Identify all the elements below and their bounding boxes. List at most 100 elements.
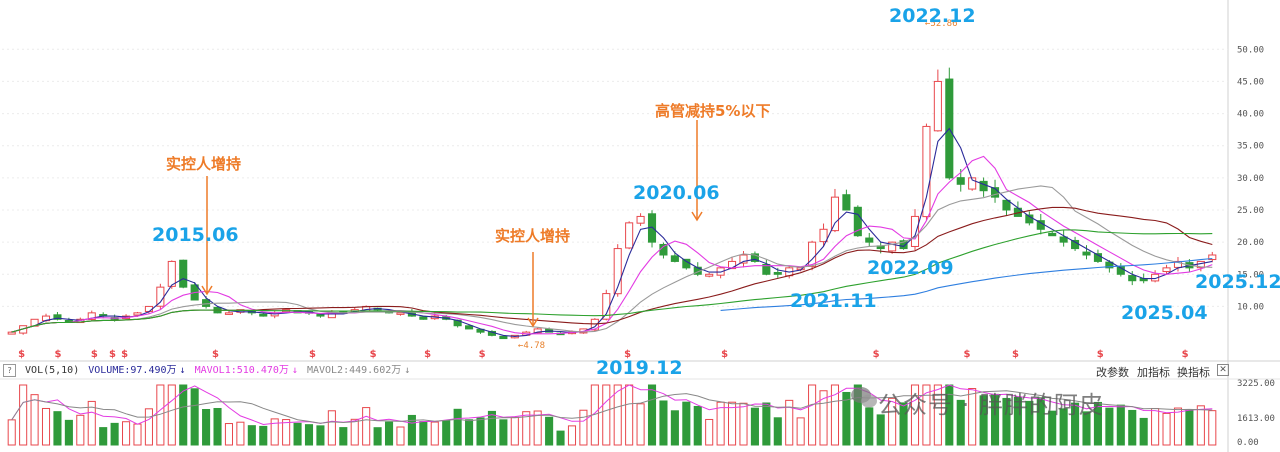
dividend-marker: $ bbox=[18, 349, 25, 360]
candle-body bbox=[396, 312, 405, 315]
volume-bar bbox=[1151, 407, 1160, 446]
arrow-head-icon bbox=[201, 285, 213, 296]
volume-bar bbox=[1082, 411, 1091, 446]
volume-bar bbox=[487, 410, 496, 446]
candle-body bbox=[465, 325, 474, 330]
candle-body bbox=[53, 314, 62, 320]
volume-bar bbox=[796, 417, 805, 446]
candle-body bbox=[87, 312, 96, 320]
volume-bar bbox=[7, 419, 16, 446]
volume-bar bbox=[522, 411, 531, 446]
switch-indicator-button[interactable]: 换指标 bbox=[1177, 366, 1210, 379]
candle-body bbox=[670, 255, 679, 262]
dividend-marker: $ bbox=[91, 349, 98, 360]
candle-body bbox=[968, 177, 977, 190]
volume-bar bbox=[739, 402, 748, 446]
price-tick-label: 35.00 bbox=[1237, 142, 1264, 152]
volume-bar bbox=[419, 421, 428, 446]
volume-bar bbox=[1173, 407, 1183, 446]
volume-bar bbox=[362, 407, 371, 446]
volume-bar bbox=[750, 407, 759, 446]
volume-bar bbox=[979, 395, 988, 446]
annotation-2025-12: 2025.12 bbox=[1195, 271, 1280, 293]
dividend-marker: $ bbox=[370, 349, 377, 360]
volume-bar bbox=[842, 391, 851, 446]
volume-bar bbox=[1208, 410, 1217, 446]
candle-body bbox=[830, 196, 840, 232]
candle-body bbox=[1105, 261, 1114, 269]
volume-bar bbox=[716, 401, 725, 446]
candle-body bbox=[7, 331, 16, 335]
candle-body bbox=[1082, 251, 1091, 256]
volume-bar bbox=[922, 384, 931, 446]
annotation-2025-04: 2025.04 bbox=[1121, 302, 1208, 324]
dividend-marker: $ bbox=[109, 349, 116, 360]
volume-value: VOLUME:97.490万 bbox=[88, 365, 177, 376]
volume-bar bbox=[785, 399, 794, 446]
candle-body bbox=[144, 305, 153, 312]
close-icon[interactable]: ✕ bbox=[1217, 364, 1229, 376]
volume-bar bbox=[407, 414, 416, 446]
mavol1-value: MAVOL1:510.470万 bbox=[194, 365, 289, 376]
modify-params-button[interactable]: 改参数 bbox=[1096, 366, 1129, 379]
volume-bar bbox=[1185, 409, 1194, 446]
volume-bar bbox=[167, 384, 176, 446]
candle-body bbox=[1002, 199, 1011, 211]
volume-bar bbox=[259, 425, 268, 446]
volume-bar bbox=[510, 416, 519, 446]
candle-body bbox=[933, 80, 942, 132]
candle-body bbox=[819, 228, 828, 243]
candle-body bbox=[202, 299, 211, 307]
volume-bar bbox=[876, 414, 885, 446]
volume-bar bbox=[1013, 396, 1022, 446]
ma10-line bbox=[11, 155, 1213, 335]
volume-bar bbox=[1036, 397, 1045, 446]
annotation-2015-06: 2015.06 bbox=[152, 224, 239, 246]
annotation-2021-11: 2021.11 bbox=[790, 290, 877, 312]
annotation-2019-12: 2019.12 bbox=[596, 357, 683, 379]
volume-bar bbox=[533, 410, 542, 446]
volume-bar bbox=[144, 408, 153, 446]
volume-bar bbox=[647, 384, 657, 446]
volume-bar bbox=[728, 401, 737, 446]
volume-bar bbox=[110, 422, 119, 446]
candle-body bbox=[705, 273, 714, 277]
volume-bar bbox=[339, 427, 348, 446]
volume-bar bbox=[304, 424, 314, 446]
volume-bar bbox=[1059, 408, 1068, 446]
arrow-head-icon bbox=[527, 317, 539, 328]
volume-bar bbox=[41, 407, 51, 446]
volume-bar bbox=[19, 384, 28, 446]
candle-body bbox=[888, 241, 897, 252]
volume-bar bbox=[625, 384, 634, 446]
candle-body bbox=[167, 260, 176, 287]
candle-body bbox=[156, 286, 165, 307]
volume-bar bbox=[453, 408, 462, 446]
mavol2-value: MAVOL2:449.602万 bbox=[306, 365, 402, 376]
candle-body bbox=[224, 312, 234, 315]
annotation-holder-increase-1: 实控人增持 bbox=[166, 155, 242, 173]
volume-bar bbox=[53, 411, 62, 446]
candle-body bbox=[1162, 267, 1171, 273]
volume-bar bbox=[705, 418, 714, 446]
candle-body bbox=[1048, 232, 1057, 237]
volume-bar bbox=[773, 417, 782, 446]
candle-body bbox=[922, 125, 931, 218]
dividend-marker: $ bbox=[54, 349, 61, 360]
dividend-marker: $ bbox=[624, 349, 631, 360]
candle-body bbox=[1128, 275, 1137, 282]
candle-body bbox=[259, 313, 268, 317]
volume-bar bbox=[202, 409, 211, 446]
volume-bar bbox=[247, 425, 256, 446]
candle-body bbox=[682, 258, 691, 269]
volume-bar bbox=[888, 397, 897, 446]
add-indicator-button[interactable]: 加指标 bbox=[1137, 366, 1170, 379]
volume-legend: ? VOL(5,10) VOLUME:97.490万 ↓ MAVOL1:510.4… bbox=[0, 362, 1280, 379]
volume-bar bbox=[99, 427, 108, 446]
help-icon[interactable]: ? bbox=[3, 363, 16, 377]
volume-bar bbox=[430, 421, 439, 446]
volume-bar bbox=[64, 419, 73, 446]
volume-bar bbox=[190, 388, 199, 446]
volume-bar bbox=[270, 418, 279, 446]
watermark: 公众号 · 胖胖的阿皮 bbox=[878, 391, 1104, 419]
